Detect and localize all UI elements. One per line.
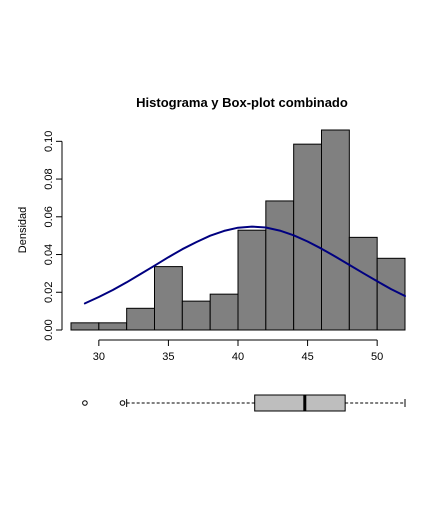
histogram-bar-7: [265, 200, 295, 331]
y-tick-label: 0.02: [43, 282, 55, 303]
x-tick-label: 35: [162, 351, 174, 363]
histogram-bar-6: [237, 229, 267, 331]
y-tick-label: 0.04: [43, 244, 55, 265]
y-tick-label: 0.08: [43, 168, 55, 189]
histogram-bar-2: [126, 307, 155, 331]
axes-layer: 30 35 40 45 50 0.00 0.02 0.04 0.06 0.08 0.10: [43, 131, 383, 363]
x-tick-label: 50: [371, 351, 383, 363]
histogram-bar-10: [348, 236, 378, 331]
y-axis-title: Densidad: [17, 207, 29, 253]
x-tick-label: 40: [232, 351, 244, 363]
y-tick-label: 0.10: [43, 131, 55, 152]
chart-title: Histograma y Box-plot combinado: [136, 95, 348, 110]
density-curve-line: [83, 225, 406, 305]
histogram-bars: [70, 129, 406, 331]
y-tick-label: 0.00: [43, 319, 55, 340]
histogram-bar-4: [181, 300, 211, 331]
x-tick-label: 30: [93, 351, 105, 363]
density-curve-layer: [83, 225, 406, 305]
histogram-bar-1: [98, 322, 128, 331]
histogram-bar-5: [209, 293, 239, 331]
histogram-bar-3: [154, 266, 183, 331]
histogram-bar-0: [70, 322, 100, 331]
boxplot: [82, 394, 406, 412]
boxplot-outlier: [119, 400, 126, 406]
boxplot-outlier: [82, 400, 88, 406]
histogram-bar-9: [321, 129, 350, 331]
x-tick-label: 45: [301, 351, 313, 363]
boxplot-box: [254, 394, 346, 412]
y-tick-label: 0.06: [43, 206, 55, 227]
